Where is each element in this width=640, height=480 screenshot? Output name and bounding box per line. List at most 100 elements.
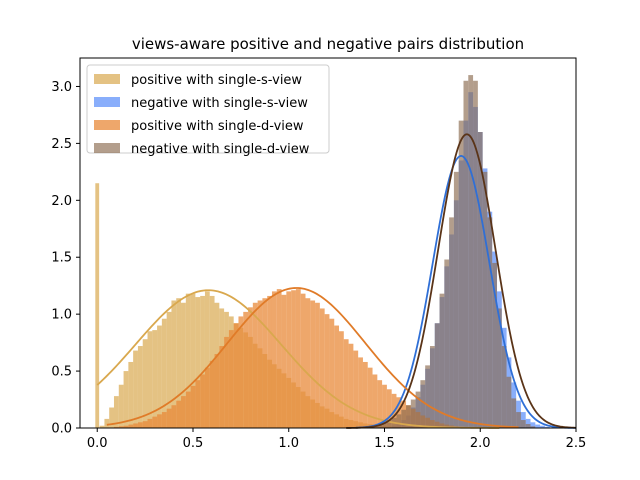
histogram-bar (453, 171, 459, 428)
x-tick-label: 2.0 (470, 436, 491, 451)
histogram-bar (525, 424, 531, 428)
histogram-bar (377, 380, 383, 428)
histogram-bar (224, 336, 229, 428)
legend: positive with single-s-view negative with… (86, 64, 330, 157)
histogram-bar (386, 389, 392, 428)
histogram-bar (401, 409, 407, 428)
histogram-bar (157, 325, 162, 428)
histogram-bar (248, 307, 253, 428)
histogram-bar (530, 422, 536, 428)
histogram-bar (358, 357, 363, 428)
y-tick-label: 0.0 (51, 422, 72, 437)
histogram-bar (190, 385, 196, 428)
histogram-bar (219, 346, 225, 428)
histogram-bar (176, 298, 182, 428)
histogram-bar (133, 350, 138, 428)
histogram-bar (200, 295, 205, 428)
plot-frame (79, 57, 577, 429)
histogram-bar (147, 418, 153, 428)
histogram-bar (267, 295, 272, 428)
histogram-bar (195, 380, 201, 428)
histogram-bar (99, 425, 105, 428)
histogram-bar (204, 367, 210, 428)
y-tick-label: 1.0 (51, 308, 72, 323)
histogram-bar (190, 293, 196, 428)
histogram-bar (425, 365, 430, 428)
histogram-bar (382, 384, 387, 428)
histogram-bar (214, 354, 220, 428)
histogram-bar (137, 422, 143, 428)
axes: 0.0 0.5 1.0 1.5 2.0 2.5 0.0 0.5 1.0 1.5 2.0 2.5 3.0 (51, 80, 586, 451)
histogram-bar (429, 346, 435, 428)
histogram-bar (506, 376, 512, 428)
histogram-bar (171, 405, 177, 428)
histogram-bar (406, 405, 411, 428)
series-2-fit-curve (106, 287, 519, 429)
histogram-bar (113, 426, 119, 428)
histogram-bar (157, 414, 162, 428)
chart-title: views-aware positive and negative pairs … (132, 35, 524, 53)
histogram-bar (458, 120, 464, 429)
series-1-fit-curve (355, 155, 577, 429)
series-3-fit-curve (346, 133, 577, 429)
series-3-bars (372, 75, 536, 429)
histogram-bar (439, 293, 445, 428)
series-0-fit-curve (96, 289, 500, 429)
histogram-bar (128, 361, 134, 428)
histogram-bar (449, 217, 454, 428)
histogram-bar (305, 298, 311, 428)
histogram-bar (128, 424, 134, 428)
histogram-bar (396, 414, 402, 428)
y-tick-label: 2.5 (51, 137, 72, 152)
histogram-bar (185, 293, 191, 428)
x-tick-label: 0.5 (183, 436, 204, 451)
histogram-bar (511, 398, 517, 428)
histogram-bar (434, 323, 440, 428)
histogram-bar (444, 259, 450, 428)
histogram-bar (171, 300, 177, 428)
histogram-bar (142, 421, 148, 428)
histogram-bar (520, 420, 526, 428)
histogram-bar (118, 384, 124, 428)
histogram-bar (487, 217, 493, 428)
histogram-bar (300, 293, 306, 428)
histogram-bar (420, 380, 426, 428)
histogram-bar (482, 171, 488, 428)
y-tick-label: 0.5 (51, 365, 72, 380)
histogram-bar (176, 400, 182, 428)
histogram-bar (238, 316, 244, 428)
histogram-bar (315, 302, 320, 428)
legend-swatch (94, 74, 120, 84)
histogram-bar (209, 360, 215, 428)
histogram-bar (530, 426, 536, 428)
histogram-bar (353, 350, 359, 428)
legend-label: positive with single-s-view (131, 73, 302, 88)
legend-swatch (94, 97, 120, 107)
legend-label: negative with single-s-view (131, 96, 308, 111)
histogram-bar (339, 331, 344, 428)
histogram-bar (185, 391, 191, 428)
histogram-bar (382, 422, 387, 428)
histogram-bar (142, 339, 148, 428)
histogram-bar (123, 425, 129, 428)
histogram-bar (329, 318, 335, 428)
histogram-bar (367, 367, 373, 428)
histogram-bar (492, 262, 498, 428)
histogram-bar (516, 412, 521, 428)
plot-area (95, 75, 577, 429)
histogram-bar (535, 424, 541, 428)
y-tick-label: 1.5 (51, 251, 72, 266)
x-tick-label: 2.5 (566, 436, 587, 451)
histogram-bar (228, 330, 234, 428)
histogram-bar (166, 408, 172, 428)
x-tick-label: 1.5 (374, 436, 395, 451)
histogram-bar (252, 302, 258, 428)
histogram-bar (473, 80, 478, 429)
x-tick-label: 0.0 (87, 436, 108, 451)
series-2-bars (113, 289, 474, 428)
histogram-bar (109, 407, 114, 428)
histogram-bar (319, 308, 325, 428)
histogram-bar (152, 330, 158, 428)
histogram-bar (362, 361, 368, 428)
